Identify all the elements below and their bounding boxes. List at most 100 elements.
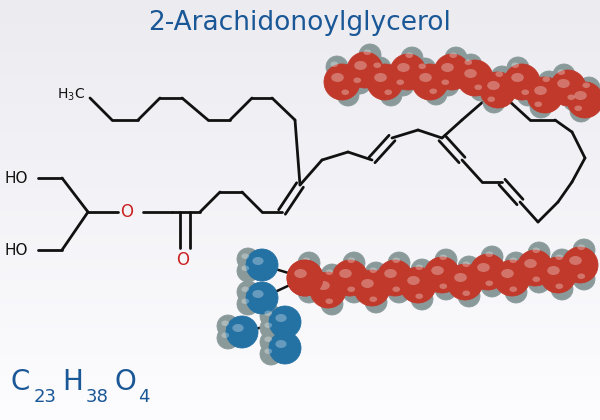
Bar [0,108,600,112]
Bar [0,210,600,213]
Ellipse shape [496,71,503,77]
Ellipse shape [287,260,323,296]
Ellipse shape [425,83,447,105]
Ellipse shape [241,286,249,292]
Bar [0,77,600,81]
Ellipse shape [221,333,229,338]
Bar [0,74,600,77]
Ellipse shape [439,284,447,289]
Ellipse shape [411,259,433,281]
Bar [0,66,600,70]
Text: 23: 23 [34,388,57,406]
Ellipse shape [483,91,505,113]
Bar [0,217,600,221]
Bar [0,28,600,31]
Ellipse shape [365,262,387,284]
Bar [0,14,600,18]
Bar [0,119,600,123]
Bar [0,339,600,343]
Bar [0,220,600,224]
Ellipse shape [321,264,343,286]
Ellipse shape [221,320,229,326]
Bar [0,392,600,396]
Bar [0,266,600,270]
Ellipse shape [449,52,457,58]
Ellipse shape [388,281,410,303]
Ellipse shape [491,66,513,88]
Bar [0,354,600,357]
Ellipse shape [232,324,244,332]
Bar [0,350,600,354]
Ellipse shape [505,252,527,274]
Bar [0,24,600,28]
Bar [0,385,600,389]
Bar [0,231,600,234]
Ellipse shape [437,74,459,96]
Text: HO: HO [5,242,29,257]
Ellipse shape [361,279,374,288]
Ellipse shape [364,50,371,55]
Ellipse shape [435,278,457,300]
Bar [0,213,600,217]
Bar [0,396,600,399]
Ellipse shape [374,73,387,82]
Ellipse shape [535,102,542,107]
Ellipse shape [542,76,550,82]
Bar [0,203,600,207]
Ellipse shape [538,71,560,93]
Bar [0,35,600,39]
Bar [0,56,600,60]
Ellipse shape [325,299,333,304]
Ellipse shape [367,64,403,100]
Ellipse shape [530,96,552,118]
Bar [0,249,600,252]
Ellipse shape [463,262,470,267]
Ellipse shape [517,250,553,286]
Ellipse shape [563,89,585,111]
Bar [0,273,600,276]
Bar [0,32,600,35]
Ellipse shape [302,257,310,263]
Bar [0,294,600,297]
Bar [0,241,600,245]
Bar [0,224,600,228]
Ellipse shape [470,79,492,101]
Ellipse shape [570,100,592,122]
Ellipse shape [310,272,346,308]
Bar [0,94,600,98]
Bar [0,301,600,304]
Bar [0,329,600,333]
Bar [0,178,600,182]
Text: 4: 4 [138,388,149,406]
Ellipse shape [439,255,447,260]
Bar [0,364,600,368]
Ellipse shape [294,269,307,278]
Ellipse shape [384,269,397,278]
Ellipse shape [480,72,516,108]
Bar [0,105,600,108]
Bar [0,192,600,196]
Ellipse shape [237,260,259,282]
Ellipse shape [406,52,413,58]
Bar [0,413,600,417]
Ellipse shape [485,281,493,286]
Bar [0,186,600,189]
Ellipse shape [237,281,259,303]
Ellipse shape [298,252,320,274]
Bar [0,388,600,392]
Bar [0,322,600,326]
Ellipse shape [246,282,278,314]
Bar [0,315,600,318]
Ellipse shape [528,242,550,264]
Bar [0,126,600,129]
Bar [0,144,600,147]
Ellipse shape [487,97,495,102]
Bar [0,333,600,336]
Bar [0,158,600,161]
Ellipse shape [331,61,338,67]
Ellipse shape [532,276,540,282]
Ellipse shape [411,288,433,310]
Ellipse shape [373,63,381,68]
Ellipse shape [435,249,457,271]
Bar [0,45,600,49]
